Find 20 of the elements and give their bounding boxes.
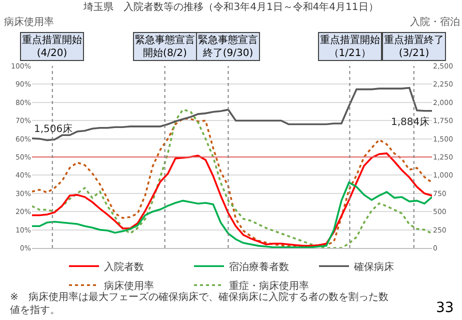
line-series <box>32 86 432 142</box>
legend-label: 宿泊療養者数 <box>229 261 289 274</box>
text: 緊急事態宣言開始(8/2) <box>135 34 195 59</box>
text: 33 <box>436 300 454 316</box>
legend-label: 確保病床 <box>353 261 394 274</box>
legend-label: 入院者数 <box>104 261 144 274</box>
text: 重点措置終了(3/21) <box>384 34 444 59</box>
text: 緊急事態宣言終了(9/30) <box>198 34 258 59</box>
text: 重点措置開始（1/21） <box>320 34 380 59</box>
chart-title: 埼玉県 入院者数等の推移（令和3年4月1日～令和4年4月11日） <box>82 1 378 14</box>
text: ※ 病床使用率は最大フェーズの確保病床で、確保病床に入院する者の数を割った数値を指す。 <box>10 291 388 316</box>
line-series <box>32 182 432 248</box>
annotation: 1,506床 <box>34 123 73 135</box>
legend-label: 病床使用率 <box>104 280 154 292</box>
line-series <box>32 152 432 247</box>
annotation: 1,884床 <box>391 116 430 128</box>
y-axis-title: 病床使用率 <box>4 16 54 28</box>
text: 重点措置開始(4/20) <box>22 34 82 59</box>
y2-axis-title: 入院・宿泊 <box>410 16 460 28</box>
legend-label: 重症・病床使用率 <box>229 280 309 292</box>
